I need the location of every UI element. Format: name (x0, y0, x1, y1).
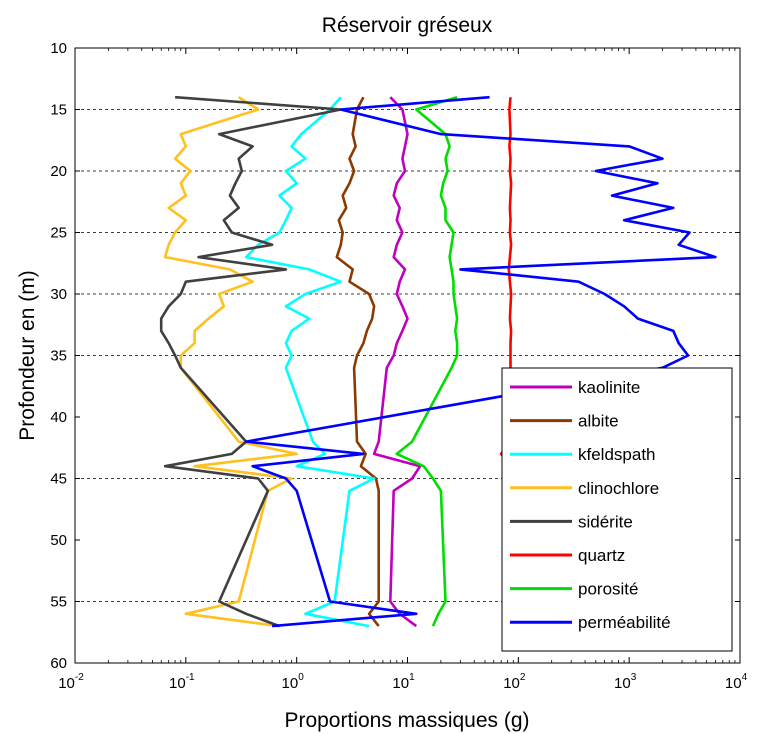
series-line-clinochlore (163, 96, 299, 628)
series-line-kaolinite (372, 96, 422, 628)
y-tick-label: 20 (50, 163, 67, 180)
x-tick-base: 10 (58, 675, 75, 692)
y-tick-label: 50 (50, 532, 67, 549)
x-tick-exponent: 3 (631, 672, 637, 683)
y-axis-ticks: 10 15 20 25 30 35 40 45 50 55 60 (50, 40, 740, 672)
legend-label: kfeldspath (578, 445, 656, 464)
y-tick-label: 35 (50, 348, 67, 365)
x-tick-label: 103 (614, 672, 637, 692)
x-tick-label: 10-1 (169, 672, 195, 692)
x-tick-exponent: 4 (742, 672, 748, 683)
x-tick-label: 100 (282, 672, 305, 692)
series-line-sidérite (159, 95, 343, 628)
series-line-kfeldspath (244, 96, 376, 628)
x-axis-label: Proportions massiques (g) (284, 709, 529, 732)
legend-box (501, 367, 733, 652)
legend: kaolinite albite kfeldspath clinochlore sidé… (501, 367, 733, 652)
x-tick-exponent: -1 (186, 672, 195, 683)
x-tick-exponent: 1 (409, 672, 415, 683)
y-tick-label: 25 (50, 225, 67, 242)
legend-label: quartz (578, 546, 625, 565)
legend-label: porosité (578, 580, 638, 599)
x-tick-label: 102 (503, 672, 526, 692)
x-tick-base: 10 (169, 675, 186, 692)
x-tick-exponent: 2 (520, 672, 526, 683)
x-tick-base: 10 (282, 675, 299, 692)
x-tick-base: 10 (614, 675, 631, 692)
x-tick-label: 101 (392, 672, 415, 692)
x-tick-base: 10 (503, 675, 520, 692)
x-tick-base: 10 (392, 675, 409, 692)
chart-title: Réservoir gréseux (322, 14, 493, 37)
legend-label: perméabilité (578, 613, 671, 632)
series-lines (159, 95, 717, 628)
series-line-porosité (395, 95, 459, 627)
series-line-perméabilité (244, 95, 717, 628)
y-tick-label: 30 (50, 286, 67, 303)
legend-label: sidérite (578, 512, 633, 531)
y-tick-label: 45 (50, 471, 67, 488)
legend-label: albite (578, 412, 619, 431)
y-tick-label: 40 (50, 409, 67, 426)
y-tick-label: 10 (50, 40, 67, 57)
legend-label: clinochlore (578, 479, 659, 498)
x-tick-exponent: -2 (75, 672, 84, 683)
y-tick-label: 60 (50, 655, 67, 672)
x-tick-base: 10 (725, 675, 742, 692)
y-tick-label: 15 (50, 102, 67, 119)
y-tick-label: 55 (50, 594, 67, 611)
x-tick-label: 104 (725, 672, 748, 692)
x-tick-exponent: 0 (298, 672, 304, 683)
y-axis-label: Profondeur en (m) (16, 270, 39, 440)
x-axis-ticks: 10-2 10-1 100 101 102 103 104 (58, 48, 748, 692)
legend-label: kaolinite (578, 378, 640, 397)
x-tick-label: 10-2 (58, 672, 84, 692)
series-line-albite (335, 96, 381, 627)
